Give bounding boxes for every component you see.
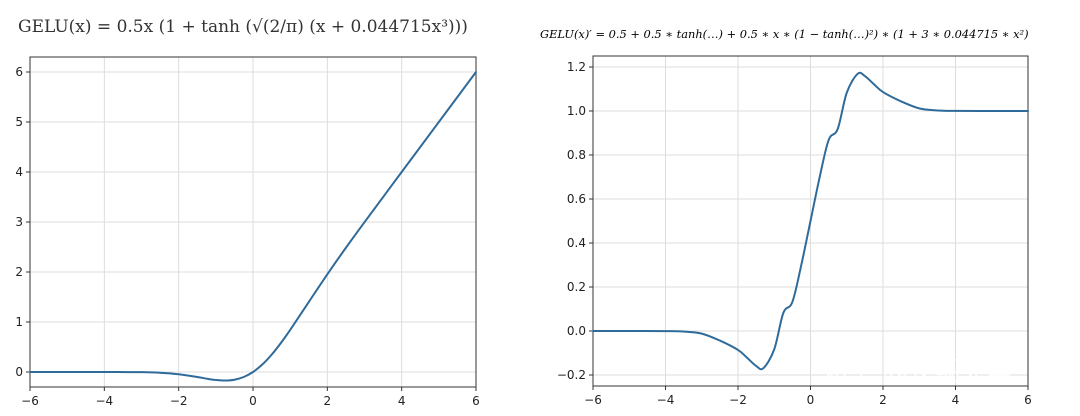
x-tick-label: 2 bbox=[879, 393, 887, 407]
gelu-derivative-plot: −6 −4 −2 0 2 4 6 −0.2 0.0 0.2 0.4 0.6 0.8 1.0 1.2 bbox=[557, 55, 1032, 407]
gelu-derivative-formula: GELU(x)′ = 0.5 + 0.5 ∗ tanh(…) + 0.5 ∗ x… bbox=[540, 27, 1029, 41]
y-tick-label: 0 bbox=[15, 365, 23, 379]
series-line bbox=[592, 71, 1029, 371]
x-tick-label: 0 bbox=[249, 394, 257, 408]
y-tick-label: 0.8 bbox=[567, 148, 586, 162]
x-tick-label: 4 bbox=[398, 394, 406, 408]
y-tick-label: 0.0 bbox=[567, 324, 586, 338]
gelu-formula: GELU(x) = 0.5x (1 + tanh (√(2/π) (x + 0.… bbox=[18, 17, 468, 37]
y-tick-label: 0.4 bbox=[567, 236, 586, 250]
y-tick-label: 3 bbox=[15, 215, 23, 229]
x-tick-label: 4 bbox=[952, 393, 960, 407]
x-tick-label: 2 bbox=[324, 394, 332, 408]
watermark: 知乎 @龙翔天翼 bbox=[822, 357, 1012, 387]
x-tick-label: −6 bbox=[21, 394, 39, 408]
x-tick-label: −2 bbox=[170, 394, 188, 408]
y-tick-label: 0.6 bbox=[567, 192, 586, 206]
x-tick-label: 6 bbox=[472, 394, 480, 408]
y-tick-label: 2 bbox=[15, 265, 23, 279]
gelu-plot: −6 −4 −2 0 2 4 6 0 1 2 3 4 5 6 bbox=[15, 56, 480, 408]
y-tick-label: 0.2 bbox=[567, 280, 586, 294]
y-tick-label: 1.0 bbox=[567, 104, 586, 118]
x-tick-label: −2 bbox=[729, 393, 747, 407]
x-tick-label: −4 bbox=[95, 394, 113, 408]
y-tick-label: −0.2 bbox=[557, 368, 586, 382]
y-tick-label: 5 bbox=[15, 115, 23, 129]
x-tick-label: −4 bbox=[657, 393, 675, 407]
x-tick-label: 0 bbox=[807, 393, 815, 407]
y-tick-label: 1 bbox=[15, 315, 23, 329]
y-tick-label: 1.2 bbox=[567, 60, 586, 74]
x-tick-label: 6 bbox=[1024, 393, 1032, 407]
x-tick-label: −6 bbox=[584, 393, 602, 407]
series-line bbox=[29, 71, 477, 382]
y-tick-label: 4 bbox=[15, 165, 23, 179]
y-tick-label: 6 bbox=[15, 65, 23, 79]
